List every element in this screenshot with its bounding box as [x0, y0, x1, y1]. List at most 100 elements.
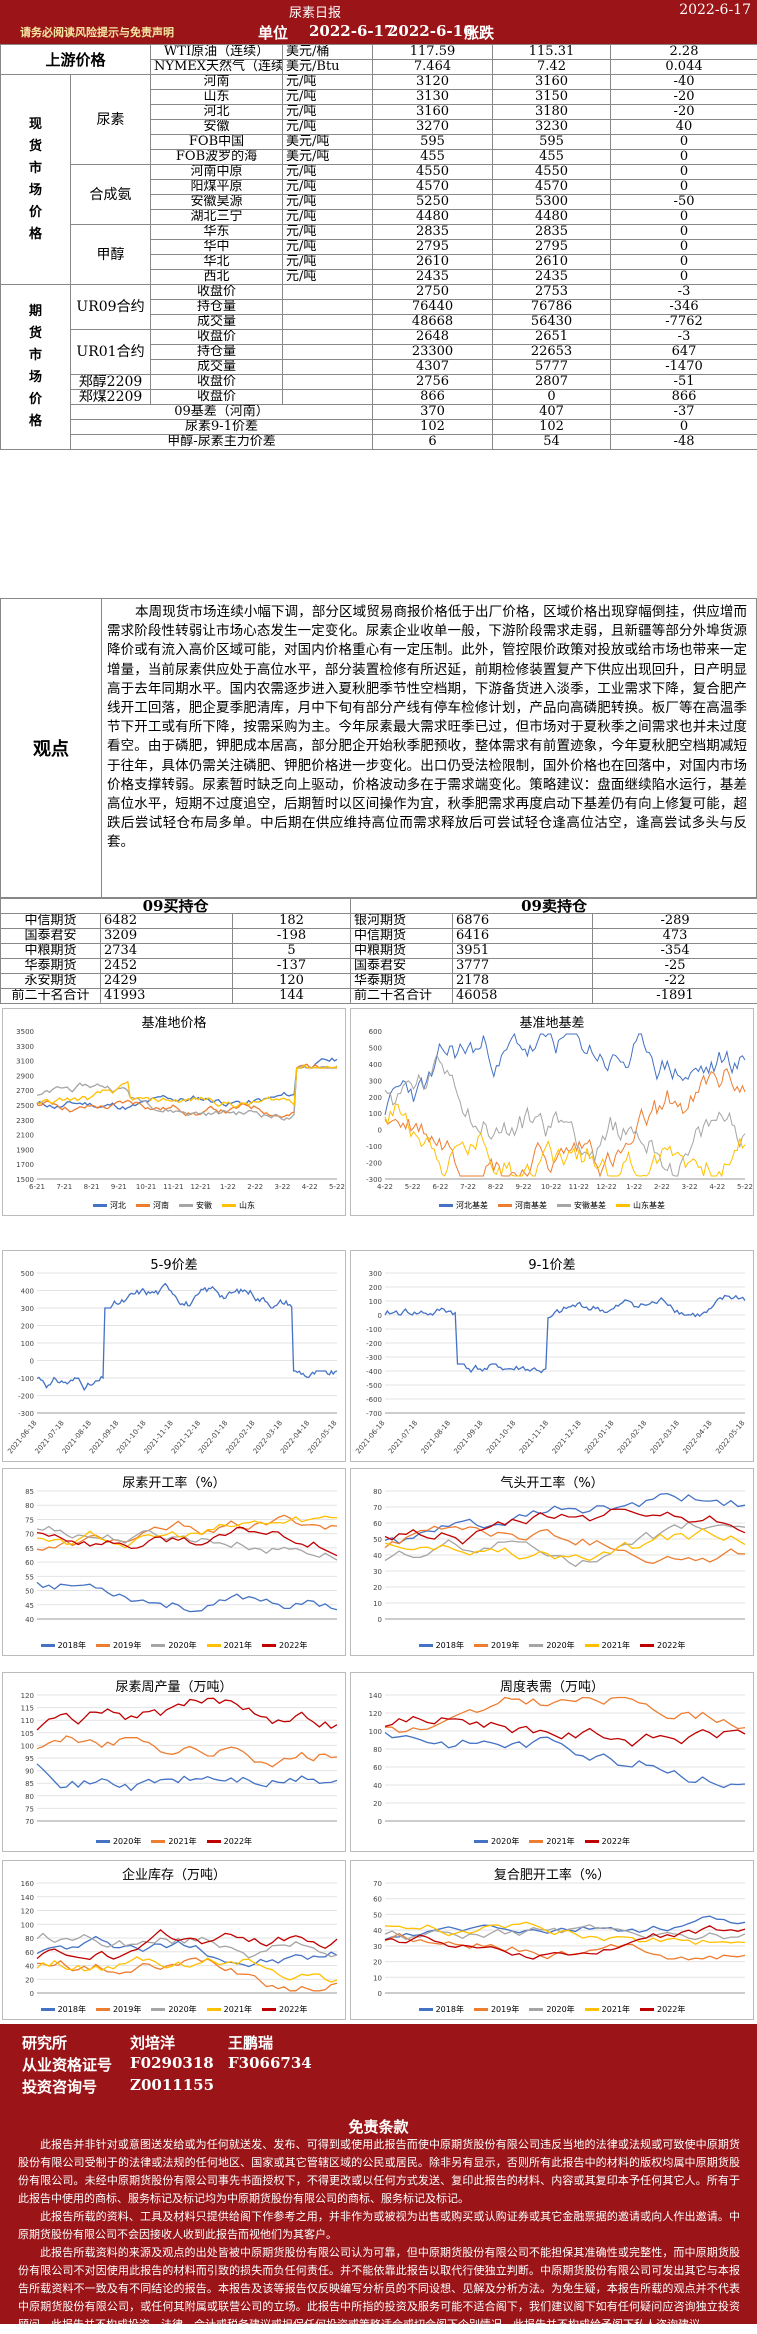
y-tick-label: 75	[25, 1805, 34, 1813]
y-tick-label: 160	[21, 1880, 34, 1888]
row-value-prev: 0	[493, 390, 611, 405]
y-tick-label: 40	[373, 1552, 382, 1560]
y-tick-label: 100	[21, 1742, 34, 1750]
x-tick-label: 2021-07-18	[387, 1419, 419, 1455]
row-value-prev: 3160	[493, 75, 611, 90]
x-tick-label: 2021-11-18	[518, 1419, 550, 1455]
legend-item: 2019年	[474, 1640, 519, 1651]
row-change: 0	[611, 255, 757, 270]
y-tick-label: -200	[18, 1393, 34, 1401]
series-line	[385, 1925, 745, 1940]
y-tick-label: 0	[378, 1127, 382, 1135]
series-line	[37, 1284, 337, 1390]
y-tick-label: 85	[25, 1780, 34, 1788]
row-value-prev: 3180	[493, 105, 611, 120]
legend-swatch	[474, 1644, 488, 1647]
y-tick-label: 60	[373, 1520, 382, 1528]
x-tick-label: 2022-02-18	[616, 1419, 648, 1455]
row-name: 山东	[151, 90, 283, 105]
y-tick-label: 40	[25, 1963, 34, 1971]
legend-item: 2022年	[262, 2004, 307, 2015]
x-tick-label: 3-22	[682, 1183, 698, 1191]
row-value-prev: 2435	[493, 270, 611, 285]
row-value-prev: 115.31	[493, 45, 611, 60]
row-change: -3	[611, 330, 757, 345]
row-unit: 元/吨	[283, 210, 373, 225]
legend-item: 2021年	[585, 1640, 630, 1651]
legend-label: 2020年	[168, 1641, 196, 1650]
legend-label: 2022年	[279, 2005, 307, 2014]
x-tick-label: 2021-09-18	[452, 1419, 484, 1455]
legend-item: 2021年	[529, 1836, 574, 1847]
row-value-today: 370	[373, 405, 493, 420]
row-value-prev: 2807	[493, 375, 611, 390]
position-value: 46058	[453, 989, 593, 1004]
legend-label: 2020年	[491, 1837, 519, 1846]
row-unit	[283, 330, 373, 345]
legend-item: 2022年	[585, 1836, 630, 1847]
legend-label: 2018年	[58, 2005, 86, 2014]
y-tick-label: -700	[366, 1410, 382, 1418]
row-value-prev: 54	[493, 435, 611, 450]
y-tick-label: 100	[21, 1340, 34, 1348]
y-tick-label: 75	[25, 1516, 34, 1524]
row-value-today: 76440	[373, 300, 493, 315]
row-name: 收盘价	[151, 285, 283, 300]
y-tick-label: 90	[25, 1768, 34, 1776]
legend-swatch	[151, 1840, 165, 1843]
y-tick-label: 80	[373, 1746, 382, 1754]
y-tick-label: 2500	[16, 1102, 34, 1110]
legend-swatch	[136, 1204, 150, 1207]
disclaimer-para-1: 此报告并非针对或意图送发给或为任何就送发、发布、可得到或使用此报告而使中原期货股…	[18, 2136, 740, 2208]
y-tick-label: 120	[21, 1692, 34, 1700]
legend-label: 2018年	[58, 1641, 86, 1650]
y-tick-label: 60	[373, 1896, 382, 1904]
series-line	[385, 1698, 745, 1733]
legend-label: 2019年	[113, 2005, 141, 2014]
x-tick-label: 4-22	[377, 1183, 393, 1191]
y-tick-label: 40	[373, 1927, 382, 1935]
row-value-prev: 5300	[493, 195, 611, 210]
y-tick-label: 140	[369, 1692, 382, 1700]
series-line	[385, 1296, 745, 1373]
row-change: -40	[611, 75, 757, 90]
row-value-today: 23300	[373, 345, 493, 360]
legend-swatch	[498, 1204, 512, 1207]
x-tick-label: 11-22	[569, 1183, 589, 1191]
position-change: -289	[593, 914, 757, 929]
legend-swatch	[474, 1840, 488, 1843]
legend-swatch	[474, 2008, 488, 2011]
legend-swatch	[419, 1644, 433, 1647]
cert-2: F3066734	[228, 2054, 312, 2072]
row-name: 持仓量	[151, 300, 283, 315]
y-tick-label: -500	[366, 1382, 382, 1390]
y-tick-label: 1900	[16, 1146, 34, 1154]
category-upstream: 上游价格	[1, 45, 151, 75]
market-view: 观点 本周现货市场连续小幅下调，部分区域贸易商报价格低于出厂价格，区域价格出现穿…	[0, 598, 757, 898]
chart-legend: 河北河南安徽山东	[3, 1200, 345, 1211]
series-line	[385, 1522, 745, 1566]
row-name: WTI原油（连续）	[151, 45, 283, 60]
x-tick-label: 10-21	[136, 1183, 156, 1191]
legend-item: 2018年	[41, 2004, 86, 2015]
legend-label: 2021年	[224, 2005, 252, 2014]
cert-label: 从业资格证号	[22, 2054, 112, 2075]
row-value-today: 2610	[373, 255, 493, 270]
legend-swatch	[585, 1644, 599, 1647]
row-name: 华中	[151, 240, 283, 255]
col-header-unit: 单位	[258, 22, 288, 43]
position-change: 5	[233, 944, 351, 959]
row-value-today: 4307	[373, 360, 493, 375]
row-change: 0	[611, 240, 757, 255]
x-tick-label: 12-21	[190, 1183, 210, 1191]
row-value-prev: 4570	[493, 180, 611, 195]
